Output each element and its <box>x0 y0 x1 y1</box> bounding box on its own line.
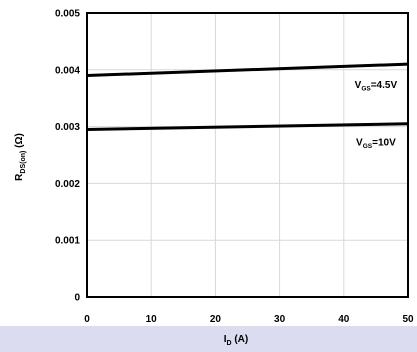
x-tick-label: 0 <box>84 314 90 325</box>
y-tick-label: 0.003 <box>55 122 80 133</box>
series-label-2: VGS=10V <box>356 137 396 150</box>
xlabel-band <box>0 326 417 352</box>
x-tick-label: 50 <box>402 314 414 325</box>
x-axis-label: ID (A) <box>224 334 249 347</box>
series-line-2 <box>86 122 409 131</box>
y-tick-label: 0 <box>74 293 80 304</box>
y-tick-label: 0.004 <box>55 65 80 76</box>
y-axis-label: RDS(on) (Ω) <box>14 133 27 181</box>
x-tick-labels: 0 10 20 30 40 50 <box>84 314 414 325</box>
y-tick-labels: 0 0.001 0.002 0.003 0.004 0.005 <box>55 9 80 304</box>
y-tick-label: 0.001 <box>55 236 80 247</box>
y-tick-label: 0.002 <box>55 179 80 190</box>
x-tick-label: 10 <box>146 314 158 325</box>
series-line-1 <box>86 62 409 77</box>
series-labels: VGS=4.5V VGS=10V <box>355 80 398 150</box>
x-tick-label: 30 <box>274 314 286 325</box>
plot-frame <box>86 12 409 298</box>
series-lines <box>86 62 409 131</box>
x-tick-label: 20 <box>210 314 222 325</box>
series-label-1: VGS=4.5V <box>355 80 398 93</box>
x-tick-label: 40 <box>338 314 350 325</box>
y-tick-label: 0.005 <box>55 9 80 20</box>
grid <box>87 13 408 297</box>
